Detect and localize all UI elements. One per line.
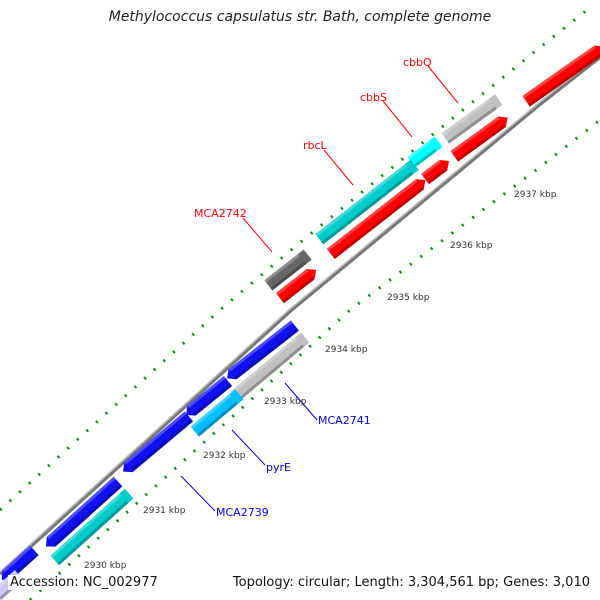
leader-pyrE bbox=[231, 429, 266, 466]
gene-bar-MCA2741-highlight bbox=[230, 336, 298, 394]
gene-bar-pyrE-body bbox=[190, 389, 244, 437]
forward-gene-arrow-body bbox=[450, 116, 508, 162]
reverse-gene-arrow[interactable] bbox=[223, 320, 299, 383]
gene-bar-MCA2742-shadow bbox=[270, 261, 307, 291]
reverse-gene-arrow-highlight bbox=[2, 545, 33, 573]
gene-bar-MCA2739-highlight bbox=[50, 493, 122, 558]
kbp-label: 2934 kbp bbox=[325, 345, 368, 355]
reverse-gene-arrow-body bbox=[1, 545, 39, 580]
gene-bar-cbbS-body bbox=[407, 136, 443, 168]
leader-cbbS bbox=[382, 100, 413, 138]
forward-gene-arrow-shadow bbox=[282, 276, 315, 304]
reverse-gene-arrow-body bbox=[227, 320, 299, 380]
forward-gene-arrow[interactable] bbox=[326, 175, 430, 260]
gene-bar-cbbQ-highlight bbox=[441, 98, 491, 136]
gene-bar-rbcL-body bbox=[315, 159, 419, 245]
gene-bar-MCA2739-shadow bbox=[57, 500, 129, 566]
kbp-label: 2930 kbp bbox=[84, 561, 127, 571]
forward-gene-arrow-body bbox=[522, 45, 600, 107]
accession-text: Accession: NC_002977 bbox=[8, 575, 160, 590]
reverse-gene-arrow[interactable] bbox=[182, 375, 233, 420]
gene-label-cbbQ[interactable]: cbbQ bbox=[403, 56, 432, 69]
leader-MCA2742 bbox=[242, 217, 273, 253]
gene-bar-cbbS[interactable] bbox=[407, 136, 443, 168]
gene-label-MCA2739[interactable]: MCA2739 bbox=[216, 506, 269, 519]
kbp-label: 2933 kbp bbox=[264, 397, 307, 407]
reverse-gene-arrow-highlight bbox=[228, 320, 293, 372]
reverse-gene-arrow[interactable] bbox=[119, 411, 194, 476]
gene-bar-cbbQ[interactable] bbox=[441, 94, 503, 144]
gene-label-cbbS[interactable]: cbbS bbox=[360, 91, 387, 104]
gene-bar-MCA2742-body bbox=[264, 249, 312, 291]
gene-bar-MCA2739[interactable] bbox=[50, 488, 134, 566]
kbp-label: 2935 kbp bbox=[387, 293, 430, 303]
gene-bar-rbcL-shadow bbox=[321, 171, 414, 245]
gene-label-pyrE[interactable]: pyrE bbox=[266, 461, 291, 474]
gene-bar-cbbS-shadow bbox=[413, 148, 437, 168]
forward-gene-arrow[interactable] bbox=[450, 112, 511, 162]
gene-bar-rbcL[interactable] bbox=[315, 159, 419, 245]
reverse-gene-arrow-shadow bbox=[53, 484, 123, 547]
genome-backbone bbox=[0, 55, 600, 576]
kbp-label: 2931 kbp bbox=[143, 506, 186, 516]
gene-bar-highlight bbox=[0, 574, 12, 593]
gene-bar-MCA2741-shadow bbox=[237, 344, 305, 402]
gene-bar-cbbQ-body bbox=[441, 94, 503, 144]
forward-gene-arrow[interactable] bbox=[522, 41, 600, 107]
map-title: Methylococcus capsulatus str. Bath, comp… bbox=[108, 9, 492, 25]
topology-text: Topology: circular; Length: 3,304,561 bp… bbox=[230, 575, 592, 590]
reverse-gene-arrow-shadow bbox=[193, 383, 233, 416]
gene-bar-pyrE-shadow bbox=[197, 401, 239, 437]
forward-gene-arrow[interactable] bbox=[275, 265, 320, 304]
leader-rbcL bbox=[323, 149, 354, 186]
forward-gene-arrow-body bbox=[421, 159, 449, 185]
gene-bar-cbbS-highlight bbox=[407, 140, 431, 160]
reverse-gene-arrow-highlight bbox=[46, 476, 116, 540]
reverse-gene-arrow-body bbox=[45, 476, 123, 547]
gene-bar-cbbQ-shadow bbox=[447, 106, 497, 144]
gene-bar-rbcL-highlight bbox=[315, 163, 408, 237]
reverse-gene-arrow-highlight bbox=[124, 411, 187, 465]
gene-label-rbcL[interactable]: rbcL bbox=[303, 139, 328, 152]
forward-gene-arrow-highlight bbox=[326, 179, 418, 252]
gene-bar-MCA2741[interactable] bbox=[230, 332, 310, 402]
leader-MCA2739 bbox=[180, 475, 216, 512]
leader-MCA2741 bbox=[284, 382, 318, 421]
gene-bar-pyrE-highlight bbox=[190, 393, 232, 429]
forward-gene-arrow-body bbox=[326, 179, 426, 260]
gene-bar-MCA2742-highlight bbox=[264, 253, 301, 283]
reverse-gene-arrow-highlight bbox=[187, 375, 226, 408]
forward-gene-arrow-highlight bbox=[275, 269, 309, 296]
forward-gene-arrow-body bbox=[275, 269, 317, 304]
leader-cbbQ bbox=[427, 65, 459, 104]
kbp-label: 2937 kbp bbox=[514, 190, 557, 200]
gene-label-MCA2742[interactable]: MCA2742 bbox=[194, 207, 247, 220]
gene-label-MCA2741[interactable]: MCA2741 bbox=[318, 414, 371, 427]
forward-gene-arrow-shadow bbox=[332, 187, 424, 260]
gene-bar-MCA2739-body bbox=[50, 488, 134, 566]
gene-bar-MCA2741-body bbox=[230, 332, 310, 402]
kbp-label: 2932 kbp bbox=[203, 451, 246, 461]
gene-bar-MCA2742[interactable] bbox=[264, 249, 312, 291]
reverse-gene-arrow[interactable] bbox=[42, 476, 123, 552]
reverse-gene-arrow-body bbox=[186, 375, 233, 416]
reverse-gene-arrow-shadow bbox=[130, 419, 194, 473]
forward-gene-arrow-shadow bbox=[456, 124, 506, 162]
gene-bar-pyrE[interactable] bbox=[190, 389, 244, 437]
reverse-gene-arrow-shadow bbox=[234, 328, 299, 380]
forward-gene-arrow[interactable] bbox=[421, 156, 453, 185]
forward-gene-arrow-shadow bbox=[427, 167, 448, 185]
forward-gene-arrow-highlight bbox=[522, 45, 597, 99]
genome-backbone-highlight bbox=[0, 54, 600, 573]
forward-gene-arrow-highlight bbox=[421, 159, 442, 177]
reverse-gene-arrow-body bbox=[123, 411, 194, 473]
kbp-label: 2936 kbp bbox=[450, 241, 493, 251]
forward-gene-arrow-shadow bbox=[528, 53, 600, 107]
forward-gene-arrow-highlight bbox=[450, 116, 500, 154]
